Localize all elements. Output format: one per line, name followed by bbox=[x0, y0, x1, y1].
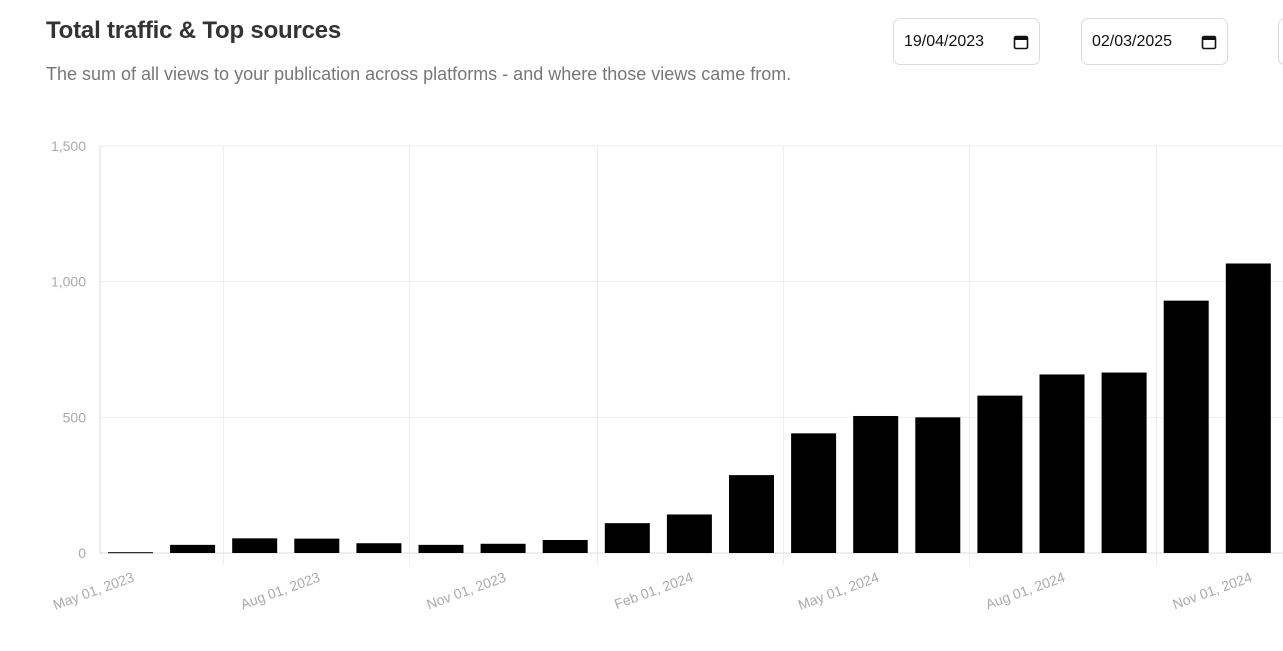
bars bbox=[108, 263, 1271, 554]
bar-2023-11[interactable] bbox=[542, 539, 588, 553]
y-tick-label: 1,500 bbox=[51, 138, 86, 154]
bar-2023-06[interactable] bbox=[232, 538, 278, 553]
bar-2024-07[interactable] bbox=[1039, 374, 1085, 553]
bar-2024-09[interactable] bbox=[1163, 300, 1209, 553]
bar-2024-01[interactable] bbox=[666, 514, 712, 553]
x-tick-label: Aug 01, 2023 bbox=[238, 569, 322, 613]
x-tick-label: May 01, 2023 bbox=[51, 569, 136, 613]
traffic-bar-chart: 0 500 1,000 1,500 May 01, 2023 Aug 01, 2023 N… bbox=[51, 138, 1283, 613]
bar-2024-04[interactable] bbox=[853, 415, 899, 553]
calendar-icon[interactable] bbox=[1013, 34, 1029, 50]
x-tick-label: May 01, 2024 bbox=[796, 569, 881, 613]
y-tick-label: 500 bbox=[63, 409, 87, 425]
calendar-icon[interactable] bbox=[1201, 34, 1217, 50]
x-axis-ticks: May 01, 2023 Aug 01, 2023 Nov 01, 2023 Feb … bbox=[51, 569, 1254, 613]
end-date-input[interactable]: 02/03/2025 bbox=[1081, 18, 1228, 65]
bar-2024-08[interactable] bbox=[1101, 372, 1147, 553]
x-tick-label: Feb 01, 2024 bbox=[612, 569, 695, 612]
x-tick-label: Aug 01, 2024 bbox=[983, 569, 1067, 613]
bar-2023-12[interactable] bbox=[604, 523, 650, 553]
start-date-input[interactable]: 19/04/2023 bbox=[893, 18, 1040, 65]
x-tick-label: Nov 01, 2023 bbox=[424, 569, 508, 613]
bar-2024-10[interactable] bbox=[1225, 263, 1271, 553]
end-date-value: 02/03/2025 bbox=[1092, 32, 1173, 50]
bar-2023-08[interactable] bbox=[356, 543, 402, 553]
source-filter-control[interactable] bbox=[1278, 18, 1283, 65]
chart-title: Total traffic & Top sources bbox=[46, 17, 342, 44]
y-axis-ticks: 0 500 1,000 1,500 bbox=[51, 138, 86, 561]
bar-2023-04[interactable] bbox=[108, 552, 153, 554]
start-date-value: 19/04/2023 bbox=[904, 32, 985, 50]
bar-2024-02[interactable] bbox=[729, 475, 774, 553]
y-tick-label: 0 bbox=[78, 545, 86, 561]
bar-2023-07[interactable] bbox=[294, 538, 340, 553]
bar-2024-05[interactable] bbox=[915, 417, 961, 553]
bar-2023-10[interactable] bbox=[480, 543, 526, 553]
y-tick-label: 1,000 bbox=[51, 274, 86, 290]
bar-2024-03[interactable] bbox=[791, 433, 837, 553]
bar-2023-09[interactable] bbox=[418, 544, 464, 553]
bar-2023-05[interactable] bbox=[170, 544, 216, 553]
chart-subtitle: The sum of all views to your publication… bbox=[46, 64, 792, 84]
bar-2024-06[interactable] bbox=[977, 395, 1023, 553]
x-tick-label: Nov 01, 2024 bbox=[1170, 569, 1254, 613]
